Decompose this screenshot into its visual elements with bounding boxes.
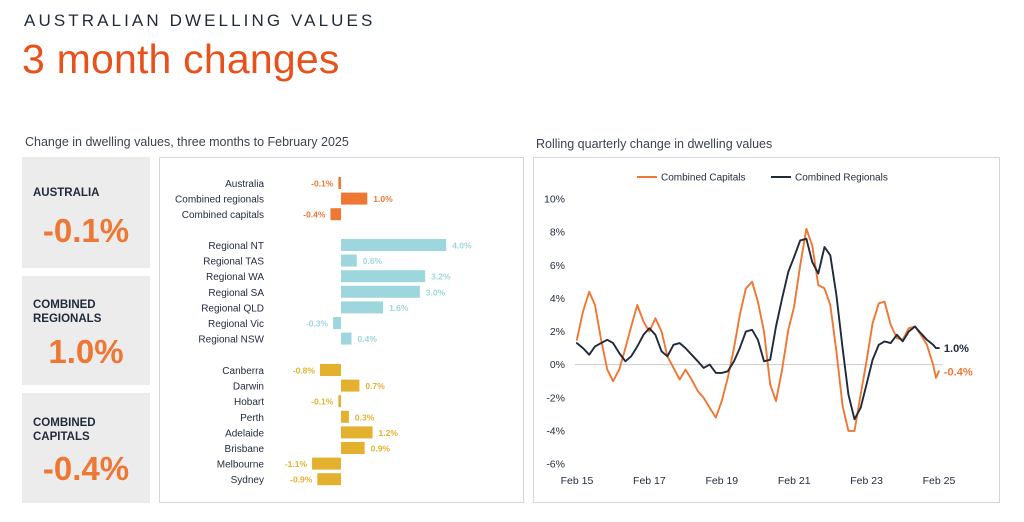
bar-category-label: Regional Vic [208, 319, 264, 330]
kpi-label-line: CAPITALS [33, 431, 90, 443]
x-tick-label: Feb 15 [561, 475, 594, 487]
bar-combined-regionals [341, 192, 368, 205]
bar-melbourne [312, 457, 341, 470]
x-tick-label: Feb 21 [778, 475, 811, 487]
line-chart-title: Rolling quarterly change in dwelling val… [536, 137, 773, 151]
y-tick-label: -2% [546, 392, 565, 404]
page-title: 3 month changes [22, 36, 340, 82]
bar-regional-qld [341, 301, 384, 314]
y-tick-label: 6% [550, 260, 565, 272]
bar-chart: Australia -0.1% Combined regionals 1.0% Comb… [175, 177, 472, 486]
kpi-australia: AUSTRALIA -0.1% [22, 157, 150, 268]
bar-value-label: 4.0% [452, 241, 472, 251]
bar-australia [338, 177, 341, 189]
legend-label: Combined Capitals [661, 173, 746, 184]
eyebrow-title: AUSTRALIAN DWELLING VALUES [24, 11, 376, 30]
bar-category-label: Regional NSW [198, 335, 264, 346]
x-tick-label: Feb 19 [705, 475, 738, 487]
bar-category-label: Regional NT [208, 241, 264, 252]
bar-category-label: Combined capitals [182, 210, 264, 221]
bar-category-label: Canberra [222, 366, 264, 377]
bar-value-label: -0.4% [303, 210, 326, 220]
series-end-label: 1.0% [944, 343, 969, 355]
bar-category-label: Darwin [233, 382, 264, 393]
bar-category-label: Regional WA [206, 272, 264, 283]
bar-category-label: Combined regionals [175, 195, 264, 206]
bar-hobart [338, 395, 341, 408]
bar-value-label: -0.8% [293, 366, 316, 376]
bar-value-label: 0.7% [365, 381, 385, 391]
bar-value-label: 0.3% [355, 412, 375, 422]
bar-combined-capitals [330, 208, 341, 221]
kpi-label-line: COMBINED [33, 417, 96, 429]
series-line-combined-capitals [575, 227, 940, 432]
y-tick-label: 4% [550, 293, 565, 305]
bar-value-label: -0.1% [311, 179, 334, 189]
bar-regional-sa [341, 285, 420, 298]
kpi-combined-regionals: COMBINED REGIONALS 1.0% [22, 276, 150, 385]
kpi-label-line: COMBINED [33, 299, 96, 311]
bar-category-label: Brisbane [225, 444, 265, 455]
bar-value-label: 0.4% [358, 334, 378, 344]
bar-value-label: 0.6% [363, 256, 383, 266]
bar-regional-wa [341, 270, 426, 283]
kpi-combined-capitals: COMBINED CAPITALS -0.4% [22, 393, 150, 503]
bar-regional-nt [341, 239, 447, 251]
bar-value-label: 1.2% [379, 428, 399, 438]
x-tick-label: Feb 25 [923, 475, 956, 487]
bar-canberra [319, 364, 341, 376]
bar-value-label: -0.9% [290, 475, 313, 485]
bar-darwin [341, 379, 360, 392]
kpi-label: COMBINED REGIONALS [33, 298, 101, 326]
series-end-label: -0.4% [944, 366, 973, 378]
bar-category-label: Regional SA [208, 288, 264, 299]
bar-value-label: 3.2% [431, 272, 451, 282]
y-tick-label: 2% [550, 326, 565, 338]
bar-adelaide [341, 426, 373, 439]
line-chart-panel: 10% 8% 6% 4% 2% 0% -2% -4% -6% Feb 15 Feb 17 Feb 19… [533, 157, 1000, 503]
x-tick-label: Feb 23 [850, 475, 883, 487]
kpi-value: -0.1% [42, 212, 130, 249]
y-tick-label: 0% [550, 359, 565, 371]
line-chart: 10% 8% 6% 4% 2% 0% -2% -4% -6% Feb 15 Feb 17 Feb 19… [544, 173, 973, 488]
x-tick-label: Feb 17 [633, 475, 666, 487]
bar-value-label: 1.6% [389, 303, 409, 313]
kpi-label: COMBINED CAPITALS [33, 416, 96, 444]
bar-chart-panel: Australia -0.1% Combined regionals 1.0% Comb… [159, 157, 524, 503]
bar-category-label: Regional TAS [203, 257, 264, 268]
kpi-value: 1.0% [48, 333, 124, 370]
bar-regional-vic [333, 317, 341, 329]
series-line-combined-regionals [575, 237, 940, 421]
bar-category-label: Melbourne [217, 460, 265, 471]
bar-perth [341, 410, 349, 423]
bar-category-label: Sydney [231, 475, 264, 486]
bar-value-label: 0.9% [371, 444, 391, 454]
y-tick-label: 8% [550, 227, 565, 239]
bar-value-label: -0.1% [311, 397, 334, 407]
kpi-label: AUSTRALIA [33, 186, 99, 200]
bar-brisbane [341, 442, 365, 454]
bar-regional-nsw [341, 332, 352, 345]
bar-value-label: -1.1% [285, 459, 308, 469]
y-tick-label: -6% [546, 459, 565, 471]
legend-label: Combined Regionals [795, 173, 888, 184]
bar-value-label: 1.0% [373, 194, 393, 204]
kpi-label-line: AUSTRALIA [33, 187, 100, 199]
bar-sydney [317, 473, 341, 486]
y-tick-label: -4% [546, 425, 565, 437]
kpi-label-line: REGIONALS [33, 313, 102, 325]
y-tick-label: 10% [544, 194, 565, 206]
kpi-value: -0.4% [42, 450, 130, 487]
bar-value-label: 3.0% [426, 287, 446, 297]
bar-category-label: Perth [240, 413, 264, 424]
bar-category-label: Hobart [234, 397, 264, 408]
bar-category-label: Australia [225, 179, 264, 190]
bar-value-label: -0.3% [306, 319, 329, 329]
bar-category-label: Adelaide [225, 428, 264, 439]
bar-regional-tas [341, 254, 357, 267]
bar-chart-title: Change in dwelling values, three months … [25, 135, 349, 149]
bar-category-label: Regional QLD [201, 303, 264, 314]
